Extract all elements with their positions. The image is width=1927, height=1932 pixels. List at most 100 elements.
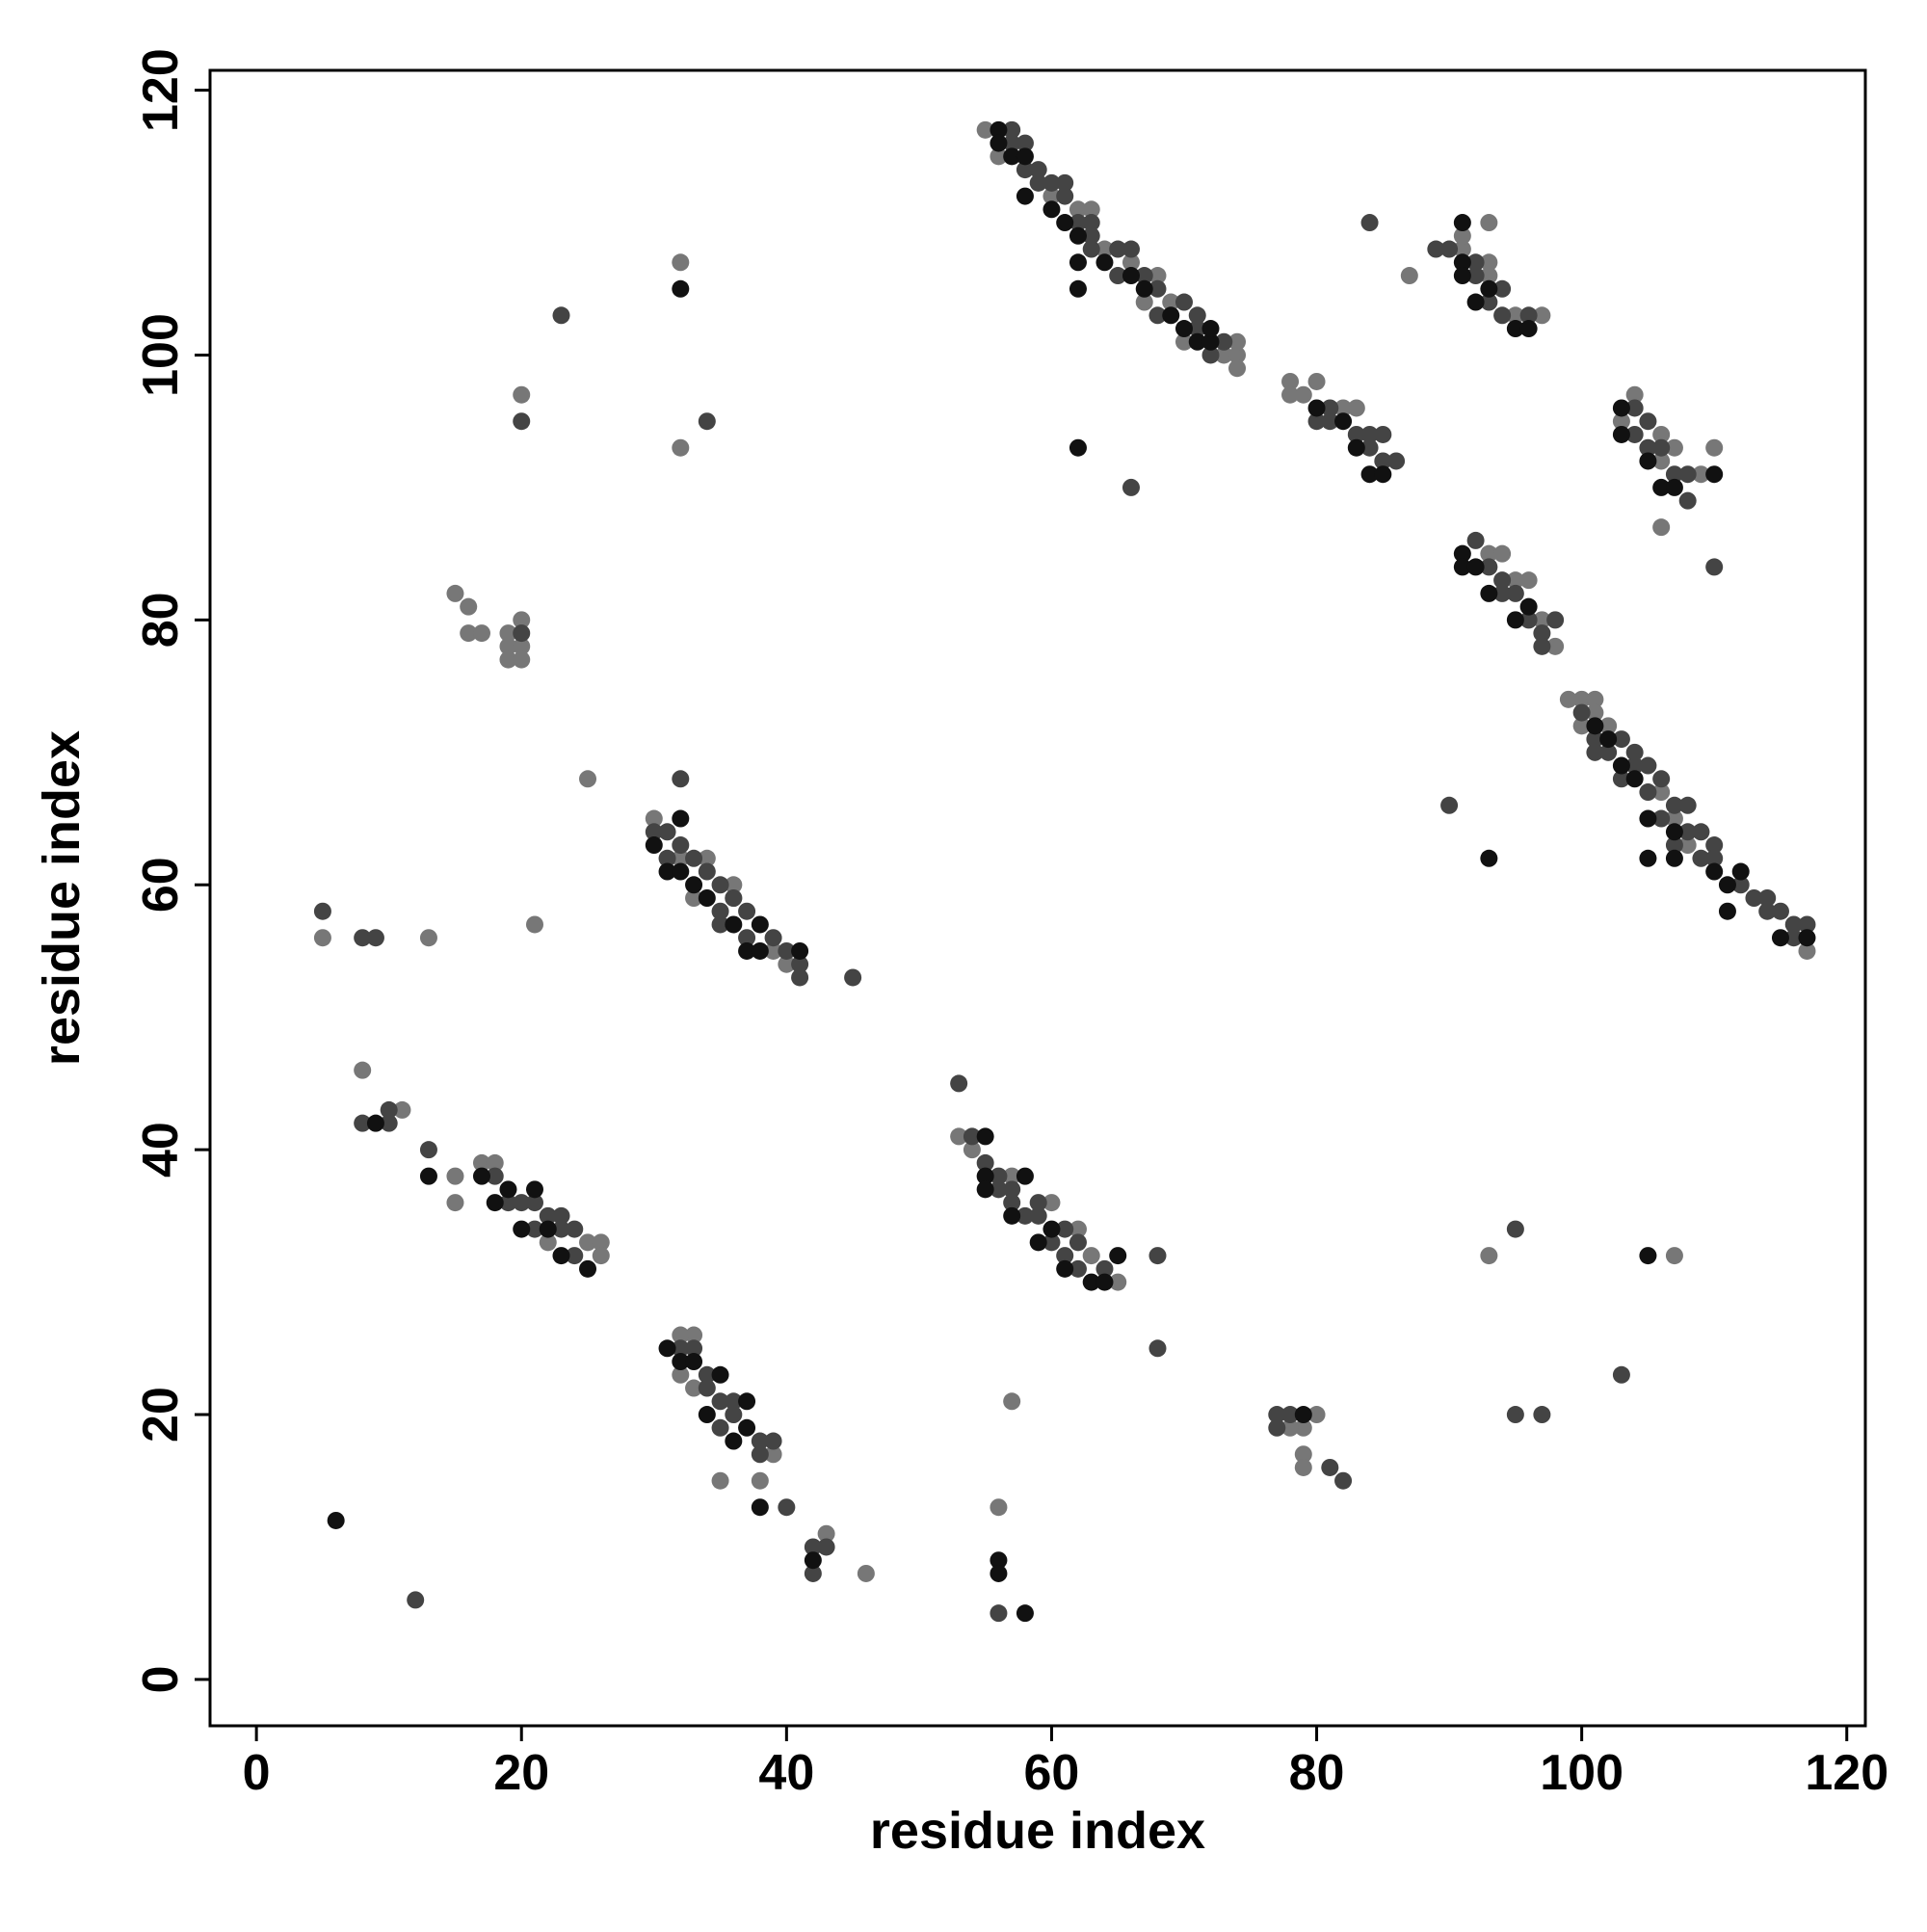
- point: [1069, 1233, 1087, 1252]
- point: [1281, 1418, 1300, 1437]
- point: [1003, 1167, 1021, 1185]
- point: [672, 849, 690, 867]
- point: [1175, 332, 1193, 351]
- point: [1705, 862, 1724, 881]
- point: [1135, 267, 1153, 285]
- point: [976, 1180, 994, 1199]
- point: [1109, 267, 1127, 285]
- point: [751, 915, 769, 934]
- point: [354, 1114, 372, 1132]
- point: [751, 1432, 769, 1450]
- point: [672, 279, 690, 298]
- point: [1188, 320, 1206, 338]
- point: [1148, 1247, 1167, 1265]
- point: [1784, 915, 1803, 934]
- point: [1639, 438, 1657, 457]
- point: [672, 1365, 690, 1384]
- point: [990, 1180, 1008, 1199]
- point: [751, 1498, 769, 1517]
- point: [1612, 412, 1630, 431]
- point: [1625, 385, 1644, 404]
- point: [658, 862, 676, 881]
- point: [592, 1247, 610, 1265]
- point: [1069, 279, 1087, 298]
- point: [1069, 438, 1087, 457]
- point: [1705, 849, 1724, 867]
- y-tick-label: 80: [133, 592, 189, 648]
- point: [1612, 425, 1630, 443]
- point: [1493, 306, 1512, 325]
- point: [672, 836, 690, 855]
- point: [1175, 320, 1193, 338]
- point: [1480, 849, 1498, 867]
- point: [1639, 756, 1657, 775]
- point: [1705, 836, 1724, 855]
- point: [698, 412, 716, 431]
- point: [725, 915, 743, 934]
- point: [990, 1551, 1008, 1570]
- point: [1188, 332, 1206, 351]
- point: [1480, 558, 1498, 576]
- point: [1466, 558, 1485, 576]
- point: [1294, 1406, 1312, 1424]
- point: [1625, 425, 1644, 443]
- point: [1175, 293, 1193, 311]
- point: [1718, 902, 1736, 920]
- point: [1480, 1247, 1498, 1265]
- point: [1692, 823, 1710, 841]
- x-tick-label: 100: [1540, 1745, 1623, 1801]
- point: [1228, 346, 1247, 364]
- point: [1652, 425, 1671, 443]
- point: [990, 120, 1008, 139]
- point: [1493, 571, 1512, 590]
- point: [1453, 240, 1471, 258]
- point: [1043, 200, 1061, 219]
- point: [1268, 1406, 1286, 1424]
- point: [1453, 253, 1471, 272]
- point: [791, 968, 809, 987]
- point: [778, 1498, 796, 1517]
- point: [1056, 1220, 1074, 1238]
- point: [313, 929, 331, 947]
- y-tick-label: 0: [133, 1665, 189, 1693]
- point: [672, 1339, 690, 1358]
- point: [1334, 1471, 1353, 1490]
- point: [366, 929, 384, 947]
- point: [1440, 240, 1459, 258]
- point: [1188, 306, 1206, 325]
- point: [1148, 1339, 1167, 1358]
- point: [1307, 372, 1326, 390]
- point: [1612, 1365, 1630, 1384]
- point: [1466, 293, 1485, 311]
- point: [1798, 929, 1816, 947]
- point: [698, 889, 716, 907]
- point: [658, 1339, 676, 1358]
- point: [1533, 1406, 1551, 1424]
- point: [1347, 399, 1365, 417]
- point: [685, 1379, 703, 1397]
- point: [1731, 862, 1750, 881]
- point: [1466, 531, 1485, 549]
- point: [1665, 796, 1683, 814]
- point: [764, 929, 782, 947]
- point: [566, 1220, 584, 1238]
- point: [525, 1194, 543, 1212]
- point: [1692, 465, 1710, 484]
- point: [725, 876, 743, 894]
- point: [1122, 267, 1140, 285]
- point: [486, 1167, 504, 1185]
- point: [990, 1564, 1008, 1582]
- point: [976, 1153, 994, 1172]
- point: [1533, 637, 1551, 655]
- point: [1082, 200, 1100, 219]
- point: [1109, 240, 1127, 258]
- point: [1162, 293, 1180, 311]
- point: [857, 1564, 875, 1582]
- point: [1056, 1259, 1074, 1278]
- point: [1480, 253, 1498, 272]
- point: [738, 1418, 756, 1437]
- x-tick-label: 120: [1805, 1745, 1888, 1801]
- point: [1294, 1445, 1312, 1464]
- point: [1029, 173, 1047, 192]
- point: [1122, 253, 1140, 272]
